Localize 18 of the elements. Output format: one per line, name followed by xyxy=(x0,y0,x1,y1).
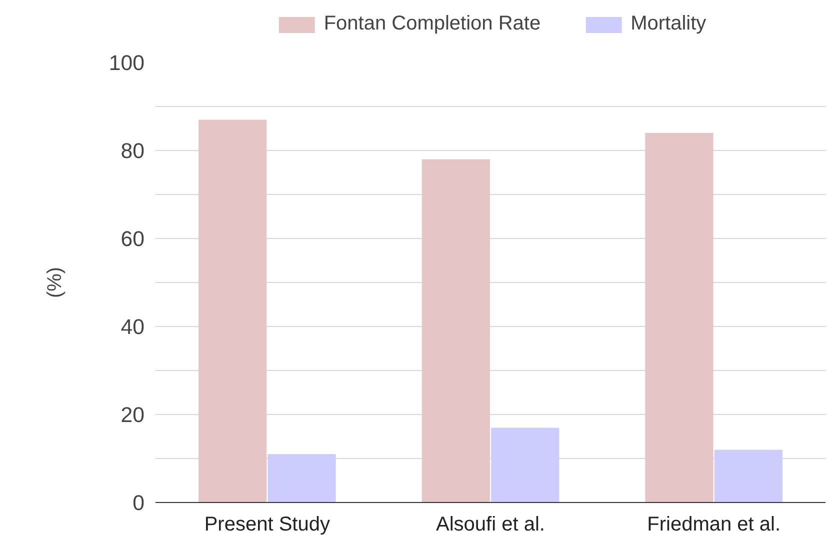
y-tick-label: 80 xyxy=(120,139,145,163)
bar xyxy=(268,454,336,502)
x-tick-label: Present Study xyxy=(204,514,330,536)
bar xyxy=(491,428,560,502)
y-tick-label: 0 xyxy=(132,491,145,515)
legend-label: Mortality xyxy=(630,12,706,36)
bar xyxy=(198,120,267,502)
y-tick-label: 40 xyxy=(120,315,145,339)
y-tick-label: 20 xyxy=(120,403,145,427)
y-tick-label: 60 xyxy=(120,227,145,251)
y-axis-title: (%) xyxy=(44,266,66,298)
bar xyxy=(714,450,783,502)
x-tick-label: Friedman et al. xyxy=(647,514,781,536)
y-tick-label: 100 xyxy=(108,51,145,75)
bar xyxy=(645,132,714,502)
x-tick-label: Alsoufi et al. xyxy=(436,514,545,536)
bar xyxy=(422,159,490,502)
legend-label: Fontan Completion Rate xyxy=(324,12,541,36)
